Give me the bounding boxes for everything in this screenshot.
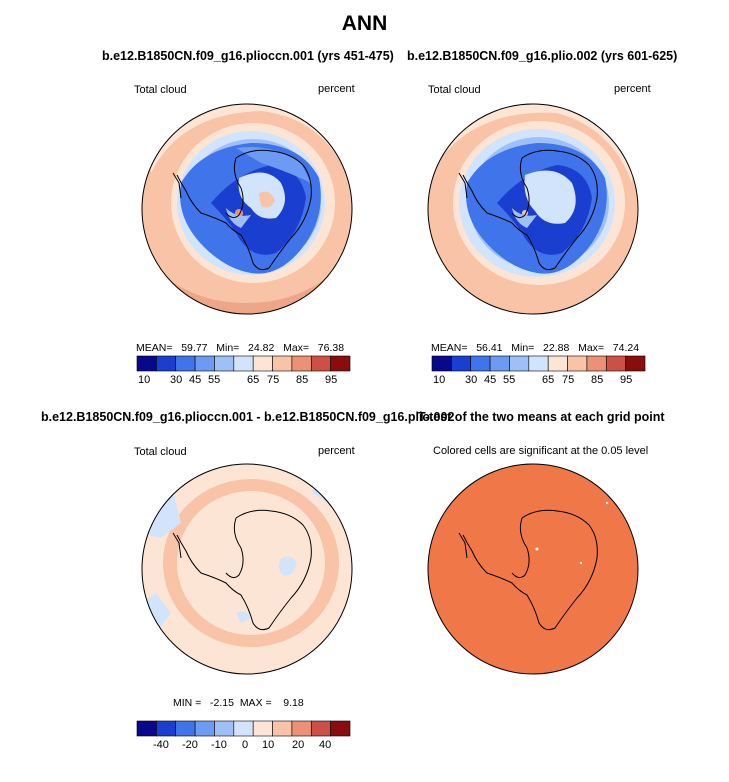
colorbar-swatch [586, 355, 607, 372]
panel-4-title: T-test of the two means at each grid poi… [418, 410, 665, 424]
panel-4-map [427, 463, 639, 675]
colorbar-swatch [252, 720, 273, 737]
colorbar-swatch [156, 355, 177, 372]
panel-2-tick: 95 [620, 374, 633, 386]
colorbar-swatch [214, 720, 235, 737]
panel-1-tick: 30 [170, 374, 183, 386]
colorbar-swatch [272, 355, 293, 372]
colorbar-swatch [310, 720, 331, 737]
panel-2-tick: 65 [542, 374, 555, 386]
panel-3-tick: 10 [262, 739, 275, 751]
colorbar-swatch [233, 720, 254, 737]
panel-2-tick: 55 [503, 374, 516, 386]
panel-2-stats: MEAN= 56.41 Min= 22.88 Max= 74.24 [431, 342, 640, 354]
panel-4-subtitle: Colored cells are significant at the 0.0… [433, 445, 649, 457]
panel-2-colorbar [431, 355, 646, 372]
panel-1-tick: 85 [296, 374, 309, 386]
colorbar-swatch [194, 720, 215, 737]
colorbar-swatch [156, 720, 177, 737]
colorbar-swatch [470, 355, 491, 372]
colorbar-swatch [605, 355, 626, 372]
colorbar-swatch [175, 720, 196, 737]
panel-2-title: b.e12.B1850CN.f09_g16.plio.002 (yrs 601-… [407, 49, 678, 63]
panel-3-units-label: percent [318, 445, 355, 457]
panel-1-tick: 45 [189, 374, 202, 386]
panel-1-stats: MEAN= 59.77 Min= 24.82 Max= 76.38 [136, 342, 345, 354]
panel-3-colorbar [136, 720, 351, 737]
colorbar-swatch [330, 355, 351, 372]
colorbar-swatch [547, 355, 568, 372]
panel-2-map [427, 103, 639, 315]
panel-3-tick: 40 [319, 739, 332, 751]
panel-3-title: b.e12.B1850CN.f09_g16.plioccn.001 - b.e1… [41, 410, 455, 424]
panel-3-tick: 0 [242, 739, 249, 751]
panel-3-stats: MIN = -2.15 MAX = 9.18 [173, 697, 304, 709]
panel-2-variable-label: Total cloud [428, 84, 481, 96]
panel-1-tick: 75 [267, 374, 280, 386]
panel-1-title: b.e12.B1850CN.f09_g16.plioccn.001 (yrs 4… [102, 49, 394, 63]
colorbar-swatch [136, 720, 157, 737]
colorbar-swatch [252, 355, 273, 372]
colorbar-swatch [214, 355, 235, 372]
colorbar-swatch [489, 355, 510, 372]
panel-1-tick: 95 [325, 374, 338, 386]
panel-1-tick: 10 [138, 374, 151, 386]
panel-3-tick: -40 [153, 739, 169, 751]
colorbar-swatch [451, 355, 472, 372]
colorbar-swatch [233, 355, 254, 372]
colorbar-swatch [431, 355, 452, 372]
panel-1-tick: 55 [208, 374, 221, 386]
panel-2-units-label: percent [614, 83, 651, 95]
colorbar-swatch [272, 720, 293, 737]
panel-2-tick: 85 [591, 374, 604, 386]
panel-1-colorbar-ticks: 10 30 45 55 65 75 85 95 [137, 374, 350, 386]
colorbar-swatch [175, 355, 196, 372]
panel-1-variable-label: Total cloud [134, 84, 187, 96]
panel-3-tick: -20 [182, 739, 198, 751]
colorbar-swatch [330, 720, 351, 737]
colorbar-swatch [194, 355, 215, 372]
panel-2-tick: 45 [484, 374, 497, 386]
colorbar-swatch [136, 355, 157, 372]
colorbar-swatch [625, 355, 646, 372]
ttest-significance-field [428, 464, 638, 674]
colorbar-swatch [509, 355, 530, 372]
colorbar-swatch [291, 355, 312, 372]
panel-3-tick: 20 [292, 739, 305, 751]
panel-2-colorbar-ticks: 10 30 45 55 65 75 85 95 [432, 374, 645, 386]
colorbar-swatch [291, 720, 312, 737]
panel-1-map [141, 103, 353, 315]
colorbar-swatch [567, 355, 588, 372]
panel-1-colorbar [136, 355, 351, 372]
panel-3-map [141, 463, 353, 675]
panel-3-tick: -10 [211, 739, 227, 751]
colorbar-swatch [310, 355, 331, 372]
panel-1-tick: 65 [247, 374, 260, 386]
panel-1-units-label: percent [318, 83, 355, 95]
page-title: ANN [341, 12, 388, 35]
colorbar-swatch [528, 355, 549, 372]
panel-2-tick: 75 [562, 374, 575, 386]
panel-2-tick: 30 [465, 374, 478, 386]
panel-3-colorbar-ticks: -40 -20 -10 0 10 20 40 [137, 739, 350, 751]
panel-2-tick: 10 [433, 374, 446, 386]
panel-3-variable-label: Total cloud [134, 446, 187, 458]
